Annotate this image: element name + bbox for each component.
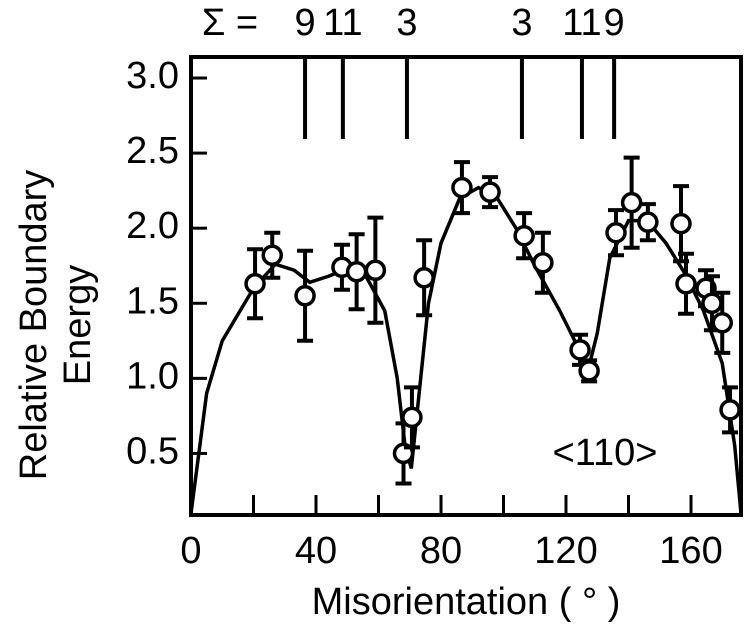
x-tick-label: 80: [420, 530, 462, 572]
sigma-value: 9: [604, 2, 625, 44]
y-tick-label: 0.5: [126, 430, 179, 472]
data-point: [569, 339, 591, 361]
data-point: [244, 272, 266, 295]
sigma-value: 11: [562, 2, 601, 44]
data-point: [711, 312, 733, 334]
data-point: [605, 221, 627, 244]
y-tick-label: 2.5: [126, 130, 179, 172]
data-point: [479, 181, 501, 203]
data-point: [401, 406, 423, 429]
data-point: [675, 272, 697, 295]
x-tick-label: 40: [295, 530, 337, 572]
data-point: [670, 212, 692, 235]
data-point: [345, 260, 368, 283]
x-tick-label: 160: [659, 530, 722, 572]
sigma-value: 3: [396, 2, 417, 44]
y-tick-label: 1.0: [126, 355, 179, 397]
x-tick-label: 0: [180, 530, 201, 572]
y-tick-label: 2.0: [126, 205, 179, 247]
data-point: [413, 266, 435, 289]
sigma-label: Σ =: [202, 2, 258, 44]
data-point: [620, 191, 643, 214]
y-tick-label: 1.5: [126, 280, 179, 322]
data-point: [261, 244, 283, 266]
sigma-value: 3: [511, 2, 532, 44]
plot-frame: [189, 55, 743, 517]
data-point: [532, 251, 554, 274]
data-point: [513, 224, 535, 247]
data-point: [719, 399, 741, 421]
data-point: [451, 176, 473, 199]
sigma-value: 9: [294, 2, 315, 44]
y-axis-label: Relative Boundary: [13, 170, 55, 481]
annotation: <110>: [553, 432, 658, 474]
data-point: [701, 292, 723, 315]
data-point: [364, 259, 387, 281]
x-axis-label: Misorientation ( ° ): [312, 581, 621, 623]
y-tick-label: 3.0: [126, 55, 179, 97]
sigma-value: 11: [323, 2, 362, 44]
data-point: [294, 285, 316, 307]
x-tick-label: 120: [534, 530, 597, 572]
y-axis-label: Energy: [57, 265, 99, 385]
data-point: [578, 360, 600, 382]
data-point: [637, 211, 659, 233]
